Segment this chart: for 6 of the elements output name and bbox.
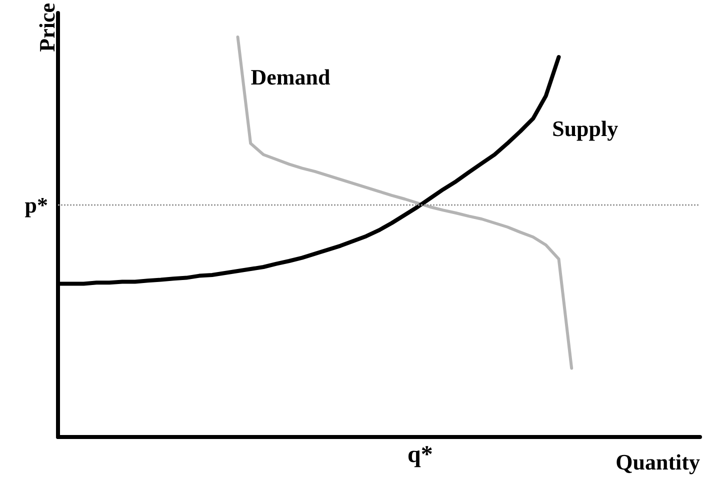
series-label: Demand	[250, 64, 330, 90]
y-axis-title: Price	[34, 2, 60, 52]
series-label: Supply	[552, 116, 618, 142]
ref-line-label: p*	[24, 192, 48, 218]
x-axis-title: Quantity	[616, 450, 700, 474]
text: q*	[408, 442, 433, 468]
